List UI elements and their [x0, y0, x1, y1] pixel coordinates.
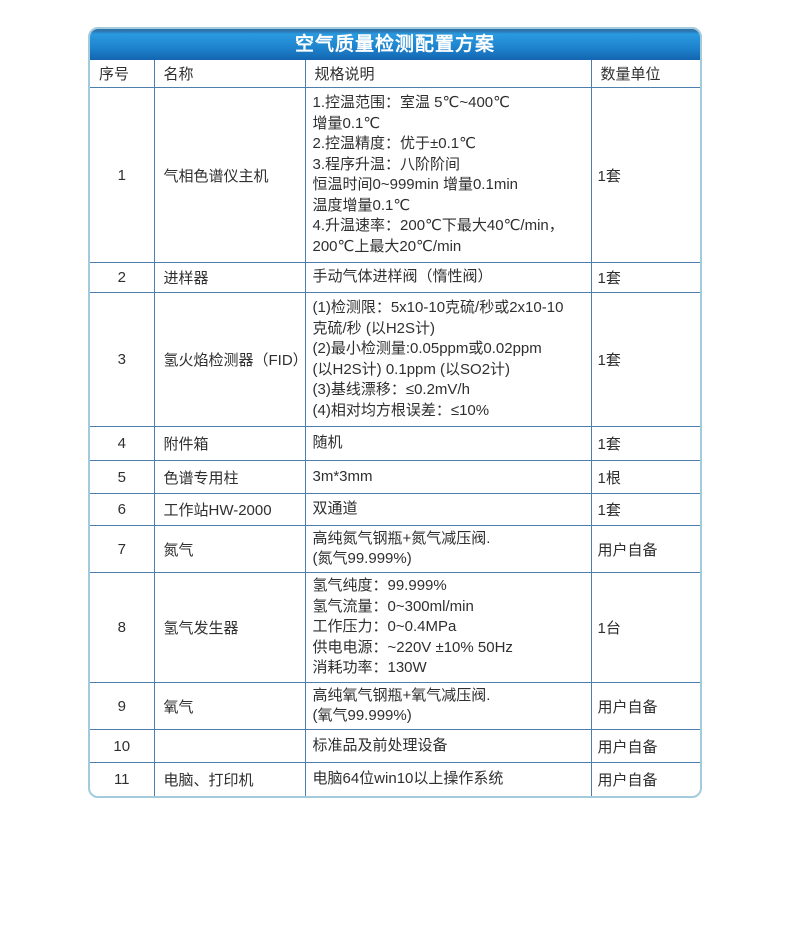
table-row: 6 工作站HW-2000 双通道 1套 [90, 493, 700, 526]
item-spec-cell: 双通道 [304, 493, 592, 526]
row-index-cell: 2 [90, 262, 155, 293]
item-name-cell: 氮气 [153, 525, 306, 573]
item-qty-cell: 用户自备 [590, 729, 700, 763]
config-table-card: 空气质量检测配置方案 序号 名称 规格说明 数量单位 1 气相色谱仪主机 1.控… [88, 27, 702, 798]
row-index-cell: 3 [90, 292, 155, 427]
item-qty-cell: 1套 [590, 426, 700, 461]
item-spec-cell: 高纯氮气钢瓶+氮气减压阀. (氮气99.999%) [304, 525, 592, 573]
item-spec-cell: 随机 [304, 426, 592, 461]
row-index-cell: 8 [90, 572, 155, 683]
item-qty-cell: 1台 [590, 572, 700, 683]
item-spec-cell: 手动气体进样阀（惰性阀） [304, 262, 592, 293]
item-name-cell: 色谱专用柱 [153, 460, 306, 494]
item-spec-cell: 1.控温范围：室温 5℃~400℃ 增量0.1℃ 2.控温精度：优于±0.1℃ … [304, 87, 592, 263]
item-qty-cell: 用户自备 [590, 525, 700, 573]
item-spec-cell: (1)检测限：5x10-10克硫/秒或2x10-10 克硫/秒 (以H2S计) … [304, 292, 592, 427]
row-index-cell: 7 [90, 525, 155, 573]
header-row: 序号 名称 规格说明 数量单位 [90, 60, 700, 88]
row-index-cell: 9 [90, 682, 155, 730]
table-row: 3 氢火焰检测器（FID） (1)检测限：5x10-10克硫/秒或2x10-10… [90, 292, 700, 427]
item-spec-cell: 标准品及前处理设备 [304, 729, 592, 763]
row-index-cell: 4 [90, 426, 155, 461]
item-qty-cell: 用户自备 [590, 762, 700, 796]
item-qty-cell: 1套 [590, 493, 700, 526]
item-name-cell: 进样器 [153, 262, 306, 293]
table-row: 11 电脑、打印机 电脑64位win10以上操作系统 用户自备 [90, 762, 700, 796]
table-row: 7 氮气 高纯氮气钢瓶+氮气减压阀. (氮气99.999%) 用户自备 [90, 525, 700, 573]
item-name-cell: 电脑、打印机 [153, 762, 306, 796]
item-qty-cell: 1套 [590, 87, 700, 263]
item-spec-cell: 高纯氧气钢瓶+氧气减压阀. (氧气99.999%) [304, 682, 592, 730]
item-name-cell: 氢火焰检测器（FID） [153, 292, 306, 427]
table-row: 9 氧气 高纯氧气钢瓶+氧气减压阀. (氧气99.999%) 用户自备 [90, 682, 700, 730]
item-spec-cell: 3m*3mm [304, 460, 592, 494]
table-row: 5 色谱专用柱 3m*3mm 1根 [90, 460, 700, 494]
item-qty-cell: 1套 [590, 292, 700, 427]
table-title: 空气质量检测配置方案 [90, 29, 700, 60]
item-spec-cell: 电脑64位win10以上操作系统 [304, 762, 592, 796]
row-index-cell: 6 [90, 493, 155, 526]
item-spec-cell: 氢气纯度：99.999% 氢气流量：0~300ml/min 工作压力：0~0.4… [304, 572, 592, 683]
item-name-cell: 氧气 [153, 682, 306, 730]
item-name-cell [153, 729, 306, 763]
col-header-index: 序号 [90, 60, 155, 88]
table-row: 8 氢气发生器 氢气纯度：99.999% 氢气流量：0~300ml/min 工作… [90, 572, 700, 683]
col-header-spec: 规格说明 [304, 60, 592, 88]
item-name-cell: 氢气发生器 [153, 572, 306, 683]
row-index-cell: 5 [90, 460, 155, 494]
item-name-cell: 工作站HW-2000 [153, 493, 306, 526]
row-index-cell: 10 [90, 729, 155, 763]
col-header-name: 名称 [153, 60, 306, 88]
table-row: 10 标准品及前处理设备 用户自备 [90, 729, 700, 763]
item-name-cell: 附件箱 [153, 426, 306, 461]
table-row: 1 气相色谱仪主机 1.控温范围：室温 5℃~400℃ 增量0.1℃ 2.控温精… [90, 87, 700, 263]
table-row: 4 附件箱 随机 1套 [90, 426, 700, 461]
item-name-cell: 气相色谱仪主机 [153, 87, 306, 263]
row-index-cell: 1 [90, 87, 155, 263]
col-header-qty: 数量单位 [590, 60, 700, 88]
row-index-cell: 11 [90, 762, 155, 796]
config-table: 序号 名称 规格说明 数量单位 1 气相色谱仪主机 1.控温范围：室温 5℃~4… [90, 60, 700, 796]
table-row: 2 进样器 手动气体进样阀（惰性阀） 1套 [90, 262, 700, 293]
item-qty-cell: 用户自备 [590, 682, 700, 730]
item-qty-cell: 1套 [590, 262, 700, 293]
item-qty-cell: 1根 [590, 460, 700, 494]
